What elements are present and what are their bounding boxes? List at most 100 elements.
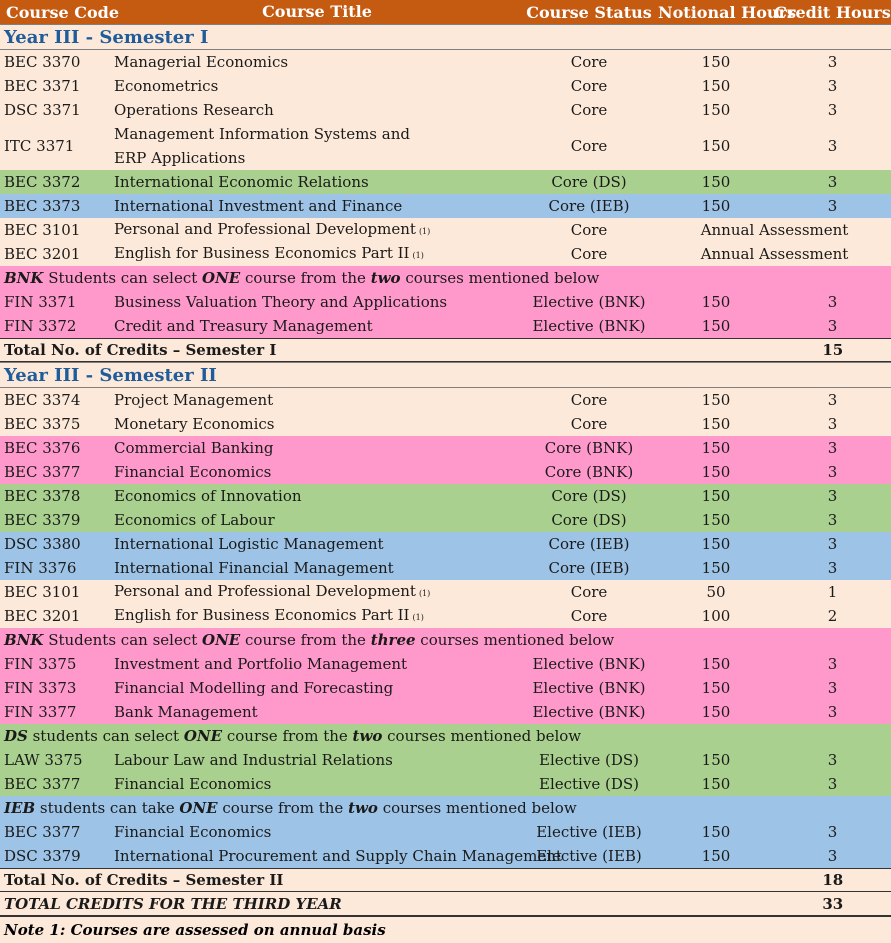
course-title-text: International Investment and Finance bbox=[114, 197, 403, 215]
course-status: Core (BNK) bbox=[544, 439, 634, 457]
course-code: LAW 3375 bbox=[4, 751, 83, 769]
course-title-text: International Procurement and Supply Cha… bbox=[114, 847, 562, 865]
course-code: DSC 3371 bbox=[4, 101, 81, 119]
course-title: Financial Economics bbox=[110, 460, 520, 484]
course-status: Core bbox=[570, 391, 608, 409]
course-status: Core bbox=[570, 245, 608, 263]
course-code: BEC 3373 bbox=[4, 197, 81, 215]
course-title: Financial Economics bbox=[110, 772, 520, 796]
notional-hours: 150 bbox=[701, 823, 731, 841]
notional-hours: 150 bbox=[701, 751, 731, 769]
table-row: DSC 3371 Operations Research Core 150 3 bbox=[0, 98, 891, 122]
table-row: BEC 3375 Monetary Economics Core 150 3 bbox=[0, 412, 891, 436]
course-code: BEC 3378 bbox=[4, 487, 81, 505]
course-title-text: Economics of Innovation bbox=[114, 487, 302, 505]
course-status: Core bbox=[570, 583, 608, 601]
note-emphasis: three bbox=[370, 631, 416, 649]
grand-total-label: TOTAL CREDITS FOR THE THIRD YEAR bbox=[4, 894, 342, 913]
table-row: ITC 3371 Management Information Systems a… bbox=[0, 122, 891, 170]
note-emphasis: two bbox=[352, 727, 383, 745]
table-row: DSC 3380 International Logistic Managemen… bbox=[0, 532, 891, 556]
table-row: BEC 3377 Financial Economics Elective (IEB… bbox=[0, 820, 891, 844]
semester-title: Year III - Semester II bbox=[0, 362, 891, 388]
notional-hours: 150 bbox=[701, 391, 731, 409]
course-title: Financial Economics bbox=[110, 820, 520, 844]
course-title-text: Project Management bbox=[114, 391, 274, 409]
note-text: courses mentioned below bbox=[382, 727, 582, 745]
credit-hours: 3 bbox=[827, 463, 838, 481]
credit-hours: 3 bbox=[827, 101, 838, 119]
table-row: BEC 3201 English for Business Economics P… bbox=[0, 242, 891, 266]
course-status: Core bbox=[570, 415, 608, 433]
table-row: FIN 3372 Credit and Treasury Management El… bbox=[0, 314, 891, 338]
semester-total-value: 18 bbox=[822, 871, 844, 889]
note-text: course from the bbox=[222, 727, 353, 745]
table-row: LAW 3375 Labour Law and Industrial Relati… bbox=[0, 748, 891, 772]
notional-hours: 150 bbox=[701, 53, 731, 71]
course-title-text: Personal and Professional Development bbox=[114, 581, 416, 600]
course-status: Elective (BNK) bbox=[532, 679, 646, 697]
credit-hours: 3 bbox=[827, 293, 838, 311]
credit-hours: 3 bbox=[827, 77, 838, 95]
semester-title: Year III - Semester I bbox=[0, 24, 891, 50]
grand-total-value: 33 bbox=[822, 894, 844, 913]
course-title-text: Credit and Treasury Management bbox=[114, 317, 373, 335]
grand-total-row: TOTAL CREDITS FOR THE THIRD YEAR 33 bbox=[0, 892, 891, 916]
course-title: Managerial Economics bbox=[110, 50, 520, 74]
course-status: Core bbox=[570, 221, 608, 239]
notional-hours: 150 bbox=[701, 317, 731, 335]
footnote-marker: (1) bbox=[418, 226, 431, 236]
note-text: students can select bbox=[27, 727, 184, 745]
header-notional-hours: Notional Hours bbox=[658, 2, 796, 22]
course-title: Personal and Professional Development (1) bbox=[110, 217, 520, 244]
course-code: BEC 3372 bbox=[4, 173, 81, 191]
course-title: Credit and Treasury Management bbox=[110, 314, 520, 338]
course-title: Econometrics bbox=[110, 74, 520, 98]
credit-hours: 3 bbox=[827, 391, 838, 409]
course-code: BEC 3377 bbox=[4, 463, 81, 481]
course-title-text: Financial Economics bbox=[114, 775, 272, 793]
course-title: English for Business Economics Part II (1… bbox=[110, 603, 520, 630]
notional-hours: 150 bbox=[701, 101, 731, 119]
course-code: FIN 3371 bbox=[4, 293, 77, 311]
table-row: FIN 3377 Bank Management Elective (BNK) 150… bbox=[0, 700, 891, 724]
course-status: Core (IEB) bbox=[548, 535, 630, 553]
course-code: BEC 3371 bbox=[4, 77, 81, 95]
course-title-text: Investment and Portfolio Management bbox=[114, 655, 408, 673]
note-text: course from the bbox=[240, 631, 371, 649]
course-title: International Procurement and Supply Cha… bbox=[110, 844, 562, 868]
course-title: Monetary Economics bbox=[110, 412, 520, 436]
notional-hours: 150 bbox=[701, 77, 731, 95]
selection-note: IEB students can take ONE course from th… bbox=[0, 796, 891, 820]
table-row: DSC 3379 International Procurement and Su… bbox=[0, 844, 891, 868]
credit-hours: 3 bbox=[827, 173, 838, 191]
course-title: Bank Management bbox=[110, 700, 520, 724]
course-title: Project Management bbox=[110, 388, 520, 412]
course-title: Business Valuation Theory and Applicatio… bbox=[110, 290, 520, 314]
table-row: BEC 3373 International Investment and Fin… bbox=[0, 194, 891, 218]
course-code: BEC 3374 bbox=[4, 391, 81, 409]
header-course-title: Course Title bbox=[262, 2, 372, 21]
note-text: Students can select bbox=[43, 269, 203, 287]
course-status: Core bbox=[570, 53, 608, 71]
selection-note: BNK Students can select ONE course from … bbox=[0, 628, 891, 652]
notional-hours: 150 bbox=[701, 559, 731, 577]
semester-total-row: Total No. of Credits – Semester I 15 bbox=[0, 338, 891, 362]
notional-hours: 150 bbox=[701, 655, 731, 673]
credit-hours: 3 bbox=[827, 775, 838, 793]
course-title-text-line2: ERP Applications bbox=[114, 149, 246, 167]
note-emphasis: BNK bbox=[4, 269, 44, 287]
course-title-text: Financial Economics bbox=[114, 463, 272, 481]
semester-total-value: 15 bbox=[822, 341, 844, 359]
credit-hours: 3 bbox=[827, 559, 838, 577]
credit-hours: 3 bbox=[827, 137, 838, 155]
table-row: BEC 3377 Financial Economics Core (BNK) 150… bbox=[0, 460, 891, 484]
course-code: BEC 3377 bbox=[4, 775, 81, 793]
table-row: BEC 3371 Econometrics Core 150 3 bbox=[0, 74, 891, 98]
table-header: Course Code Course Title Course Status N… bbox=[0, 0, 891, 24]
course-title-text: Financial Economics bbox=[114, 823, 272, 841]
notional-hours: 150 bbox=[701, 535, 731, 553]
notional-hours: 150 bbox=[701, 415, 731, 433]
course-code: BEC 3377 bbox=[4, 823, 81, 841]
